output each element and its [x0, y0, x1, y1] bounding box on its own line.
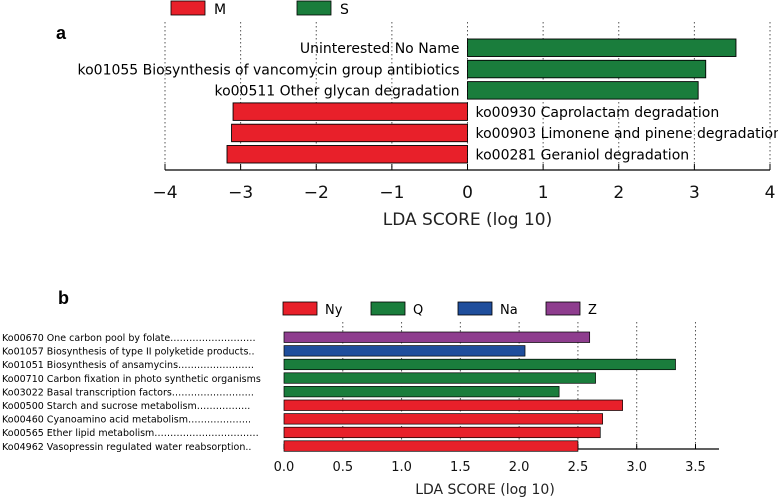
- bar-label-a-4: ko00903 Limonene and pinene degradation: [476, 126, 778, 142]
- bar-label-a-5: ko00281 Geraniol degradation: [476, 148, 690, 164]
- legend-label-na: Na: [500, 303, 518, 318]
- bar-label-a-0: Uninterested No Name: [300, 41, 460, 57]
- legend-label-z: Z: [588, 303, 597, 318]
- bar-label-a-3: ko00930 Caprolactam degradation: [476, 105, 720, 121]
- x-tick-label-b: 0.5: [332, 460, 353, 475]
- x-tick-label-b: 3.0: [626, 460, 647, 475]
- x-tick-label-a: −3: [228, 183, 253, 203]
- legend-label-s: S: [340, 2, 349, 18]
- bar-label-b-4: Ko03022 Basal transcription factors………………: [2, 387, 254, 398]
- x-tick-label-a: 4: [765, 183, 776, 203]
- bar-a-0: [467, 38, 737, 57]
- x-tick-label-b: 0.0: [274, 460, 295, 475]
- bar-label-a-1: ko01055 Biosynthesis of vancomycin group…: [77, 62, 459, 78]
- legend-label-m: M: [214, 2, 226, 18]
- bar-label-b-1: Ko01057 Biosynthesis of type II polyketi…: [2, 347, 254, 358]
- panel-a-chart: −4 −3 −2 −1 0 1 2 3 4 LDA SCORE (log 10) M S Uninter…: [77, 0, 778, 230]
- bar-label-b-3: Ko00710 Carbon fixation in photo synthet…: [2, 374, 261, 385]
- x-tick-label-a: −1: [379, 183, 404, 203]
- legend-label-ny: Ny: [325, 303, 343, 318]
- x-tick-label-a: −2: [304, 183, 329, 203]
- x-tick-label-b: 1.0: [391, 460, 412, 475]
- bar-label-a-2: ko00511 Other glycan degradation: [214, 84, 459, 100]
- legend-swatch-m: [170, 0, 206, 16]
- bar-label-b-2: Ko01051 Biosynthesis of ansamycins…………………: [2, 360, 254, 371]
- legend-swatch-s: [296, 0, 332, 16]
- legend-swatch-na: [457, 301, 493, 316]
- bar-b-6: [283, 413, 603, 425]
- panel-letter-a: a: [56, 23, 67, 43]
- legend-swatch-q: [370, 301, 406, 316]
- bar-a-4: [231, 123, 468, 143]
- bar-label-b-6: Ko00460 Cyanoamino acid metabolism…………………: [2, 415, 251, 426]
- x-tick-label-b: 2.5: [568, 460, 589, 475]
- bar-label-b-0: Ko00670 One carbon pool by folate……………………: [2, 333, 256, 344]
- bar-label-b-5: Ko00500 Starch and sucrose metabolism…………: [2, 401, 250, 412]
- bar-b-4: [283, 386, 560, 398]
- bar-label-b-8: Ko04962 Vasopressin regulated water reab…: [2, 442, 251, 453]
- x-axis-title-a: LDA SCORE (log 10): [383, 210, 553, 230]
- x-axis-title-b: LDA SCORE (log 10): [415, 482, 555, 498]
- bar-b-5: [283, 399, 623, 411]
- legend-swatch-ny: [282, 301, 318, 316]
- bar-b-0: [283, 331, 591, 343]
- x-tick-label-a: 3: [689, 183, 700, 203]
- bar-label-b-7: Ko00565 Ether lipid metabolism……………………………: [2, 428, 259, 439]
- bar-a-3: [232, 102, 468, 121]
- bar-b-8: [283, 440, 579, 452]
- panel-letter-b: b: [58, 288, 69, 308]
- x-tick-label-b: 3.5: [685, 460, 706, 475]
- bar-b-7: [283, 426, 601, 439]
- legend-swatch-z: [545, 301, 581, 316]
- bar-b-1: [283, 345, 526, 357]
- x-tick-label-a: 0: [462, 183, 473, 203]
- bar-b-3: [283, 372, 596, 384]
- x-tick-label-b: 2.0: [509, 460, 530, 475]
- bar-a-5: [226, 145, 468, 164]
- x-tick-label-b: 1.5: [450, 460, 471, 475]
- x-tick-label-a: −4: [152, 183, 177, 203]
- bar-a-2: [467, 81, 699, 100]
- x-tick-label-a: 2: [613, 183, 624, 203]
- x-tick-label-a: 1: [538, 183, 549, 203]
- panel-b-chart: 0.0 0.5 1.0 1.5 2.0 2.5 3.0 3.5 LDA SCORE (log 1…: [2, 301, 719, 498]
- bar-b-2: [283, 358, 676, 371]
- bar-a-1: [467, 59, 707, 79]
- legend-label-q: Q: [413, 303, 423, 318]
